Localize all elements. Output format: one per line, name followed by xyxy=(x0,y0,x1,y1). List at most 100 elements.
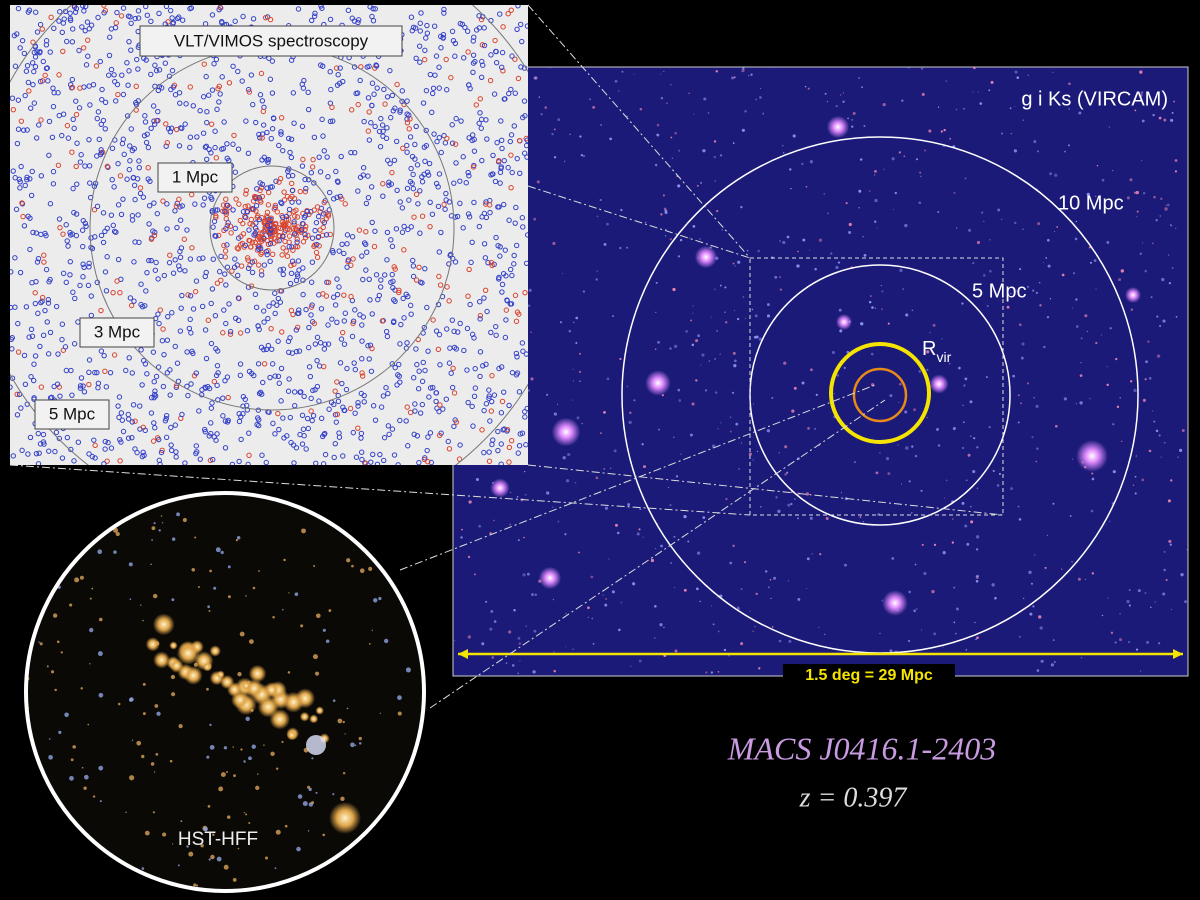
star xyxy=(1084,314,1088,318)
galaxy-point xyxy=(14,412,21,418)
galaxy-point xyxy=(193,443,200,449)
star xyxy=(1026,382,1030,385)
star xyxy=(897,444,899,446)
galaxy-point xyxy=(288,154,295,161)
galaxy-point xyxy=(302,188,309,195)
star xyxy=(673,535,676,538)
galaxy xyxy=(191,568,196,572)
galaxy-point xyxy=(275,295,282,302)
galaxy-point xyxy=(29,333,36,339)
galaxy-point xyxy=(391,157,398,163)
galaxy-point xyxy=(267,374,273,381)
galaxy-point xyxy=(408,311,414,317)
star xyxy=(713,155,716,159)
galaxy-point xyxy=(392,298,398,305)
galaxy-point xyxy=(509,169,515,176)
star xyxy=(1136,210,1139,213)
galaxy-point xyxy=(162,418,169,424)
star xyxy=(1175,316,1178,318)
galaxy-point xyxy=(436,134,443,141)
star xyxy=(976,240,981,245)
galaxy-point xyxy=(187,84,193,90)
galaxy-point xyxy=(228,230,234,236)
galaxy-point xyxy=(520,348,526,354)
star xyxy=(1032,289,1035,292)
galaxy-point xyxy=(225,417,231,424)
galaxy-point xyxy=(255,361,262,367)
galaxy-point xyxy=(210,224,216,230)
galaxy-point xyxy=(232,169,239,175)
galaxy-point xyxy=(31,49,38,56)
galaxy xyxy=(129,697,134,702)
galaxy xyxy=(240,748,243,751)
galaxy-point xyxy=(397,107,403,113)
galaxy-point xyxy=(45,351,52,357)
galaxy-point xyxy=(81,8,87,14)
galaxy-point xyxy=(502,247,509,253)
galaxy xyxy=(418,622,421,625)
galaxy-point xyxy=(32,353,39,359)
galaxy-point xyxy=(205,92,212,98)
galaxy-point xyxy=(249,205,256,212)
star xyxy=(1142,242,1144,244)
galaxy-point xyxy=(368,368,375,374)
star xyxy=(714,288,716,290)
star xyxy=(1033,554,1036,556)
galaxy-point xyxy=(307,373,314,380)
galaxy-point xyxy=(59,455,66,461)
galaxy xyxy=(60,651,63,654)
galaxy xyxy=(243,760,246,763)
galaxy-point xyxy=(254,214,260,221)
galaxy-point xyxy=(63,279,69,286)
galaxy-point xyxy=(336,430,342,436)
galaxy-point xyxy=(110,289,116,296)
galaxy-point xyxy=(413,55,419,62)
galaxy-point xyxy=(498,165,504,171)
star xyxy=(975,535,980,539)
galaxy xyxy=(307,830,310,832)
galaxy-point xyxy=(269,361,276,367)
star xyxy=(546,491,550,495)
galaxy xyxy=(275,767,279,770)
galaxy-point xyxy=(303,223,309,230)
star xyxy=(1072,458,1074,460)
galaxy-point xyxy=(214,207,221,213)
star xyxy=(626,246,629,249)
star xyxy=(840,94,842,96)
star xyxy=(1139,93,1143,97)
galaxy-point xyxy=(201,195,208,201)
galaxy-point xyxy=(45,296,52,303)
galaxy-point xyxy=(124,176,130,182)
galaxy-point xyxy=(341,292,347,298)
galaxy-point xyxy=(62,8,69,15)
galaxy-point xyxy=(291,120,297,126)
galaxy-point xyxy=(266,303,272,309)
star xyxy=(862,235,864,238)
star xyxy=(695,379,698,382)
galaxy-point xyxy=(261,361,268,367)
galaxy-point xyxy=(219,74,225,80)
cluster-galaxy xyxy=(220,674,235,690)
galaxy-point xyxy=(131,145,137,152)
star xyxy=(1132,484,1135,487)
star xyxy=(1168,539,1172,543)
galaxy-point xyxy=(388,181,395,187)
galaxy-point xyxy=(208,300,214,307)
star xyxy=(1033,140,1037,143)
star xyxy=(1043,345,1046,349)
star xyxy=(540,113,543,116)
galaxy-point xyxy=(486,395,492,402)
star xyxy=(513,609,516,612)
star xyxy=(678,149,681,152)
star xyxy=(1030,582,1033,585)
galaxy xyxy=(312,654,318,660)
star xyxy=(819,553,822,556)
galaxy-point xyxy=(102,269,109,275)
galaxy-point xyxy=(369,345,375,352)
star xyxy=(818,238,823,242)
galaxy-point xyxy=(498,118,504,124)
galaxy-point xyxy=(443,190,449,197)
galaxy-point xyxy=(208,405,215,411)
star xyxy=(764,570,768,573)
galaxy-point xyxy=(31,68,37,75)
